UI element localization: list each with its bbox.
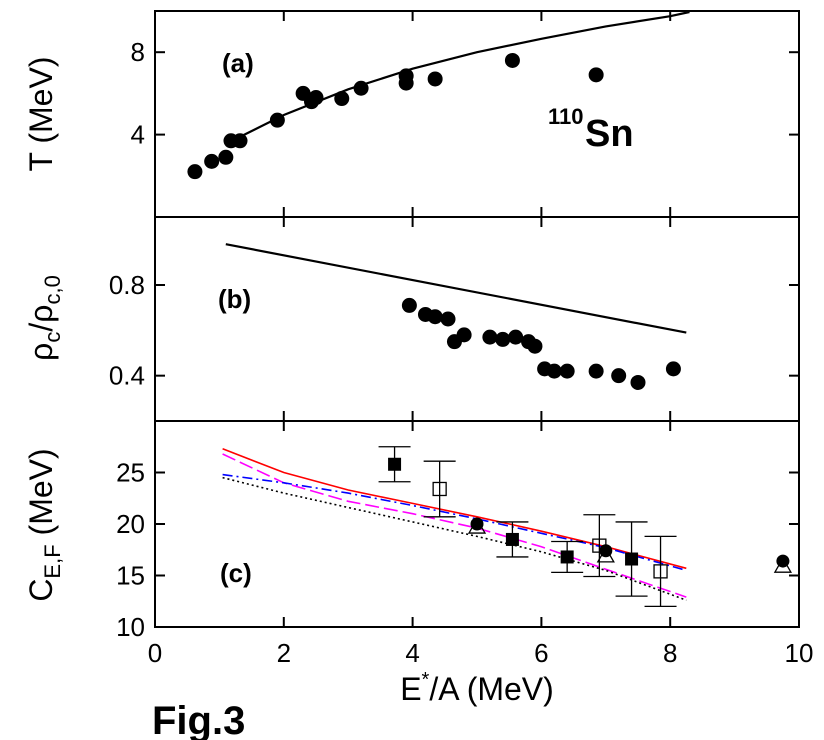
data-point xyxy=(353,80,369,96)
panel-0-ytick-label: 4 xyxy=(131,120,145,150)
data-point xyxy=(427,71,443,87)
data-point xyxy=(665,361,681,377)
data-point-open-triangle xyxy=(467,517,487,534)
data-point-open-triangle xyxy=(596,546,615,563)
panel-2-ytick-label: 10 xyxy=(116,612,145,642)
svg-text:CE,F (MeV): CE,F (MeV) xyxy=(23,448,65,601)
panel-2-curve-2 xyxy=(222,473,687,572)
x-tick-label: 8 xyxy=(663,638,677,668)
isotope-annotation: 110 Sn xyxy=(548,104,634,155)
data-point xyxy=(495,331,511,347)
data-point-open-square xyxy=(432,481,447,497)
panel-c-ylabel: CE,F (MeV) xyxy=(23,448,65,601)
panel-2-ytick-label: 20 xyxy=(116,509,145,539)
x-tick-label: 0 xyxy=(148,638,162,668)
x-axis-label: E*/A (MeV) xyxy=(400,669,554,707)
data-point xyxy=(588,363,604,379)
panel-c-label: (c) xyxy=(220,558,252,588)
panel-b-label: (b) xyxy=(218,284,251,314)
data-point xyxy=(401,297,417,313)
data-point xyxy=(187,164,203,180)
data-point xyxy=(204,153,220,169)
data-point xyxy=(232,133,248,149)
data-point-filled-square xyxy=(505,532,519,546)
ylabel-c-main: C xyxy=(23,579,59,602)
x-tick-label: 4 xyxy=(405,638,419,668)
figure-caption: Fig.3 xyxy=(152,699,245,740)
data-point xyxy=(398,68,414,84)
panel-1-ytick-label: 0.8 xyxy=(109,270,145,300)
ylabel-c-rest: (MeV) xyxy=(23,448,59,544)
panel-0-ytick-label: 8 xyxy=(131,37,145,67)
xlabel-rest: /A (MeV) xyxy=(429,671,553,707)
data-point xyxy=(527,338,543,354)
ylabel-b-main: ρ xyxy=(23,343,59,361)
svg-text:ρc/ρc,0: ρc/ρc,0 xyxy=(23,275,65,361)
xlabel-sup: * xyxy=(422,669,430,691)
ylabel-c-sub: E,F xyxy=(40,544,65,578)
data-point xyxy=(440,311,456,327)
ylabel-b-sub2: c,0 xyxy=(40,275,65,304)
panel-0-curve-0 xyxy=(225,10,690,145)
data-point xyxy=(559,363,575,379)
panel-2-ytick-label: 25 xyxy=(116,458,145,488)
ylabel-b-sub1: c xyxy=(40,332,65,343)
x-tick-label: 10 xyxy=(785,638,814,668)
isotope-symbol: Sn xyxy=(585,113,634,155)
data-point xyxy=(546,363,562,379)
panel-2-curve-0 xyxy=(222,448,687,570)
panel-a-ylabel: T (MeV) xyxy=(23,57,59,172)
data-point-open-square xyxy=(653,564,668,579)
panel-a-frame xyxy=(154,10,800,218)
data-point xyxy=(482,329,498,345)
data-point xyxy=(218,149,234,165)
x-tick-label: 6 xyxy=(534,638,548,668)
data-point xyxy=(427,309,443,325)
data-point-filled-square xyxy=(388,457,402,471)
data-point xyxy=(630,374,646,390)
data-point xyxy=(504,52,520,68)
panel-1-curve-0 xyxy=(225,243,687,334)
data-point xyxy=(456,327,472,343)
data-point xyxy=(470,517,484,531)
panel-b-ylabel: ρc/ρc,0 xyxy=(23,275,65,361)
data-point xyxy=(334,91,350,107)
panel-1-ytick-label: 0.4 xyxy=(109,361,145,391)
isotope-mass-number: 110 xyxy=(548,104,584,129)
panel-2-curve-1 xyxy=(222,453,687,598)
data-point xyxy=(508,329,524,345)
data-point-open-triangle xyxy=(773,556,793,573)
plot-layer: 4 8 0.4 0.8 10 15 20 25 0 2 4 6 8 10 xyxy=(109,10,814,668)
panel-2-ytick-label: 15 xyxy=(116,561,145,591)
data-point xyxy=(269,112,285,128)
x-tick-label: 2 xyxy=(277,638,291,668)
data-point xyxy=(308,90,324,106)
data-point-filled-square xyxy=(625,552,639,566)
panel-2-curve-3 xyxy=(222,476,687,601)
ylabel-b-mid: /ρ xyxy=(23,305,59,332)
data-point-filled-square xyxy=(560,550,574,564)
panel-a-label: (a) xyxy=(222,48,254,78)
panel-b-frame xyxy=(154,216,800,422)
data-point xyxy=(588,67,604,83)
data-point xyxy=(611,368,627,384)
xlabel-main: E xyxy=(400,671,421,707)
